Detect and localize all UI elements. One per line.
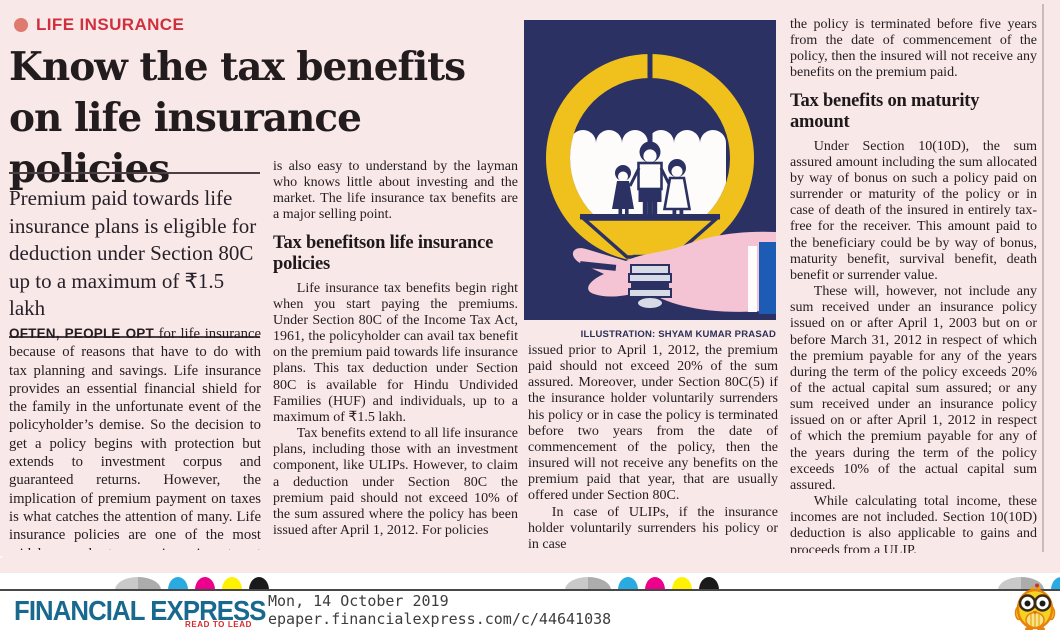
paragraph: Tax benefits extend to all life insuranc…	[273, 426, 518, 538]
yellow-registration-mark-icon	[672, 577, 692, 590]
black-registration-mark-icon	[699, 577, 719, 590]
illustration-caption: ILLUSTRATION: SHYAM KUMAR PRASAD	[580, 329, 776, 340]
paragraph: Under Section 10(10D), the sum assured a…	[790, 138, 1037, 283]
yellow-registration-mark-icon	[222, 577, 242, 590]
bullet-dot-icon	[14, 18, 28, 32]
headline: Know the tax benefits on life insurance …	[9, 44, 466, 192]
bulb-base	[628, 264, 672, 310]
print-registration-marks	[565, 575, 719, 590]
gray-registration-mark-icon	[115, 577, 161, 590]
cyan-registration-mark-icon	[618, 577, 638, 590]
paragraph-text: for life insurance because of reasons th…	[9, 326, 261, 550]
magenta-registration-mark-icon	[645, 577, 665, 590]
print-registration-marks	[115, 575, 269, 590]
column-rule	[1042, 4, 1044, 552]
body-column-2: is also easy to understand by the layman…	[273, 159, 518, 551]
lead-in-text: OFTEN, PEOPLE OPT	[9, 326, 154, 341]
body-column-1: OFTEN, PEOPLE OPT for life insurance bec…	[9, 325, 261, 550]
cyan-registration-mark-icon	[1051, 577, 1060, 590]
cyan-registration-mark-icon	[168, 577, 188, 590]
section-label: LIFE INSURANCE	[36, 15, 185, 34]
footer-divider	[0, 589, 1060, 591]
magenta-registration-mark-icon	[195, 577, 215, 590]
paragraph: While calculating total income, these in…	[790, 494, 1037, 553]
life-insurance-illustration	[524, 20, 776, 320]
owl-mascot-icon	[1014, 583, 1056, 630]
paragraph: These will, however, not include any sum…	[790, 284, 1037, 493]
black-registration-mark-icon	[249, 577, 269, 590]
section-kicker: LIFE INSURANCE	[14, 15, 184, 35]
paragraph: Life insurance tax benefits begin right …	[273, 280, 518, 425]
paragraph: OFTEN, PEOPLE OPT for life insurance bec…	[9, 325, 261, 550]
paragraph: the policy is terminated before five yea…	[790, 17, 1037, 81]
illustration-block: ILLUSTRATION: SHYAM KUMAR PRASAD	[524, 20, 776, 340]
family-figures	[612, 141, 692, 216]
subheading-tax-benefits-policies: Tax benefitson life insurance policies	[273, 232, 494, 274]
gray-registration-mark-icon	[565, 577, 611, 590]
paragraph: is also easy to understand by the layman…	[273, 159, 518, 223]
subheading-tax-benefits-maturity: Tax benefits on maturity amount	[790, 90, 980, 132]
masthead-tagline: READ TO LEAD	[184, 620, 252, 629]
body-column-3: issued prior to April 1, 2012, the premi…	[528, 343, 778, 551]
standfirst: Premium paid towards life insurance plan…	[9, 172, 260, 338]
body-column-4: the policy is terminated before five yea…	[790, 17, 1037, 553]
epaper-url-link[interactable]: epaper.financialexpress.com/c/44641038	[268, 610, 612, 628]
page-edge-strip	[0, 558, 1060, 573]
publication-date: Mon, 14 October 2019	[268, 592, 449, 610]
paragraph: In case of ULIPs, if the insurance holde…	[528, 504, 778, 551]
financial-express-logo: FINANCIAL EXPRESS	[14, 595, 266, 626]
paragraph: issued prior to April 1, 2012, the premi…	[528, 343, 778, 504]
